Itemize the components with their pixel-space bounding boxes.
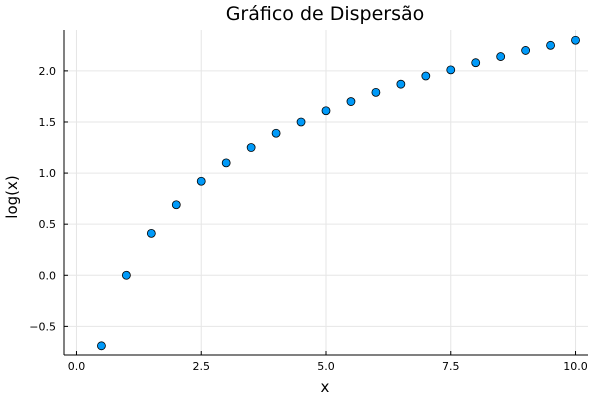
x-tick-label: 2.5: [192, 360, 210, 373]
y-tick-label: 1.0: [39, 167, 57, 180]
chart-title: Gráfico de Dispersão: [226, 3, 425, 25]
data-point: [196, 176, 206, 186]
y-tick-label: 1.5: [39, 116, 57, 129]
data-point: [371, 87, 381, 97]
grid: [64, 30, 588, 355]
data-point: [221, 158, 231, 168]
data-point: [521, 46, 531, 55]
y-tick-label: 2.0: [39, 65, 57, 78]
data-point: [396, 79, 406, 89]
data-point: [446, 65, 456, 75]
data-point: [546, 40, 555, 50]
y-tick-label: −0.5: [29, 320, 56, 333]
data-point: [296, 117, 306, 127]
tick-labels: 0.0 2.5 5.0 7.5 10.0 −0.5 0.0 0.5 1.0 1.5 2.0: [29, 65, 587, 373]
y-axis-label: log(x): [3, 175, 21, 218]
data-point: [471, 58, 481, 68]
data-point: [421, 71, 431, 81]
data-point: [571, 35, 580, 45]
x-tick-label: 0.0: [68, 360, 86, 373]
data-point: [171, 200, 181, 210]
data-point: [97, 341, 106, 351]
x-tick-label: 5.0: [317, 360, 335, 373]
x-axis-label: x: [321, 378, 330, 396]
data-point: [321, 106, 331, 116]
data-point: [346, 97, 356, 106]
axes: [63, 30, 588, 356]
data-point: [121, 270, 131, 280]
data-point: [271, 128, 281, 138]
data-points: [97, 35, 580, 351]
y-tick-label: 0.0: [39, 269, 57, 282]
y-tick-label: 0.5: [39, 218, 57, 231]
x-tick-label: 10.0: [563, 360, 588, 373]
data-point: [246, 143, 256, 152]
x-tick-label: 7.5: [442, 360, 460, 373]
data-point: [496, 52, 506, 61]
data-point: [146, 228, 156, 238]
